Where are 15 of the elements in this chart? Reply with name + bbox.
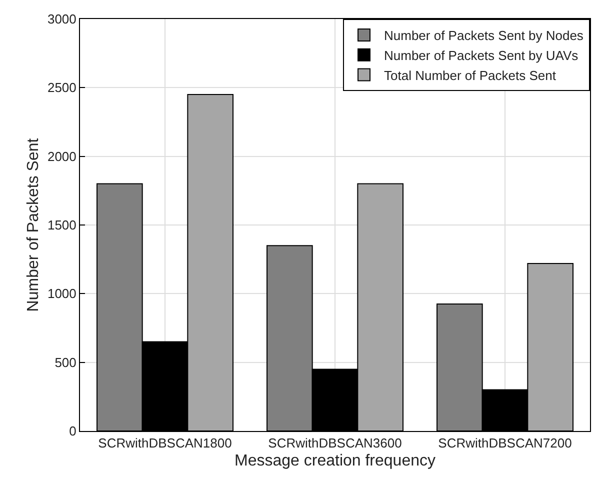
y-tick-label: 0 bbox=[69, 424, 76, 439]
y-tick-label: 500 bbox=[54, 354, 76, 370]
x-axis-title: Message creation frequency bbox=[234, 452, 436, 470]
y-tick-label: 2000 bbox=[47, 148, 76, 164]
y-tick-label: 3000 bbox=[47, 12, 76, 27]
legend-label: Number of Packets Sent by UAVs bbox=[384, 48, 579, 63]
y-tick-label: 1000 bbox=[47, 286, 76, 302]
y-tick-label: 1500 bbox=[47, 218, 76, 233]
legend-label: Total Number of Packets Sent bbox=[384, 68, 556, 83]
legend-label: Number of Packets Sent by Nodes bbox=[384, 28, 584, 44]
y-tick-label: 2500 bbox=[47, 80, 76, 96]
x-tick-label: SCRwithDBSCAN1800 bbox=[98, 436, 232, 451]
x-tick-label: SCRwithDBSCAN3600 bbox=[268, 436, 402, 451]
y-axis-title: Number of Packets Sent bbox=[25, 138, 42, 312]
x-tick-label: SCRwithDBSCAN7200 bbox=[438, 436, 572, 451]
